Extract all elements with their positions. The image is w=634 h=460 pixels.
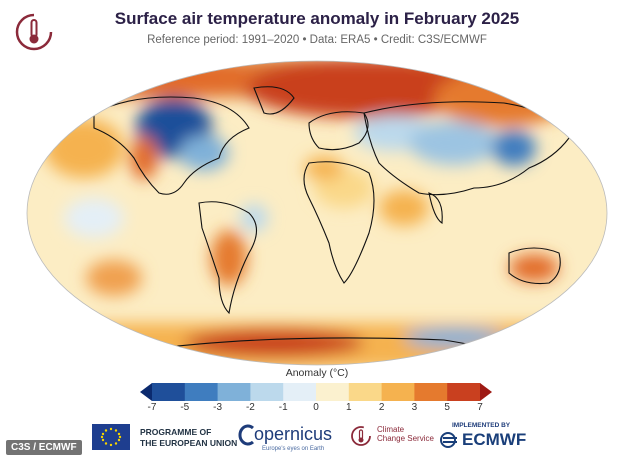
colorbar-segment: [348, 383, 383, 401]
colorbar-tick-label: 2: [378, 402, 385, 413]
colorbar-segment: [152, 383, 186, 401]
colorbar-max-arrow: [480, 383, 492, 401]
colorbar-tick-label: 5: [444, 402, 450, 413]
colorbar-tick-label: 3: [411, 402, 418, 413]
map-subtitle: Reference period: 1991–2020 • Data: ERA5…: [147, 34, 487, 46]
colorbar-segment: [217, 383, 251, 401]
map-title: Surface air temperature anomaly in Febru…: [114, 9, 520, 28]
colorbar-tick-label: 1: [346, 402, 352, 413]
colorbar-tick-label: -5: [180, 402, 190, 413]
colorbar-segment: [414, 383, 448, 401]
colorbar-label: Anomaly (°C): [285, 367, 349, 379]
colorbar-segment: [184, 383, 219, 401]
eu-line-2: THE EUROPEAN UNION: [140, 438, 238, 448]
colorbar-segment: [381, 383, 415, 401]
world-anomaly-map: [26, 60, 608, 366]
image-credit: C3S / ECMWF: [6, 440, 82, 455]
colorbar-tick-label: -7: [147, 402, 157, 413]
colorbar-ticks: -7 -5 -3 -2 -1 0 1 2 3 5 7: [0, 402, 634, 416]
eu-programme-text: PROGRAMME OF THE EUROPEAN UNION: [140, 427, 237, 449]
colorbar-min-arrow: [140, 383, 152, 401]
ccs-line-1: Climate: [377, 425, 405, 434]
ecmwf-logo-text: ECMWF: [462, 430, 527, 449]
anomaly-colorbar: [140, 383, 492, 401]
ccs-line-2: Change Service: [377, 434, 434, 443]
climate-change-service-text: Climate Change Service: [377, 425, 434, 443]
colorbar-tick-label: -2: [245, 402, 255, 413]
eu-flag-icon: [92, 424, 130, 450]
colorbar-segment: [316, 383, 350, 401]
colorbar-segment: [447, 383, 481, 401]
implemented-by-label: IMPLEMENTED BY: [452, 422, 511, 429]
colorbar-tick-label: 0: [313, 402, 319, 413]
colorbar-tick-label: -1: [278, 402, 288, 413]
copernicus-logo-text: opernicus: [254, 424, 333, 444]
colorbar-tick-label: 7: [477, 402, 483, 413]
colorbar-tick-label: -3: [213, 402, 223, 413]
ecmwf-logo-icon: [440, 432, 457, 448]
copernicus-c-icon: [238, 424, 255, 446]
copernicus-tagline: Europe's eyes on Earth: [262, 446, 325, 452]
colorbar-segment: [283, 383, 317, 401]
eu-line-1: PROGRAMME OF: [140, 427, 212, 437]
thermometer-logo-icon: [15, 13, 53, 51]
climate-change-service-icon: [351, 426, 371, 446]
colorbar-segment: [250, 383, 284, 401]
